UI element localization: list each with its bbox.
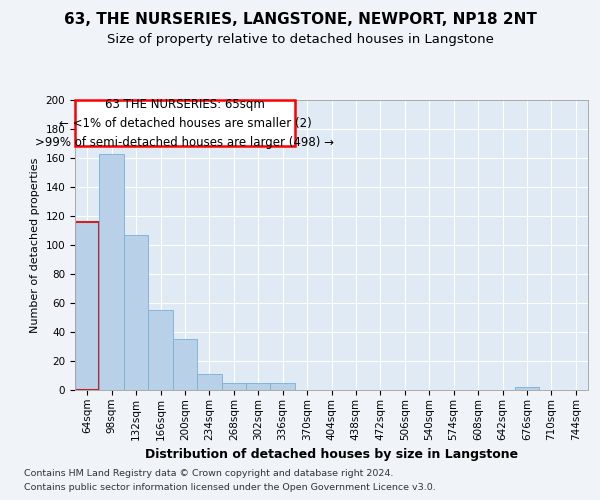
Text: Contains public sector information licensed under the Open Government Licence v3: Contains public sector information licen…	[24, 484, 436, 492]
Bar	[173, 339, 197, 390]
Bar	[75, 222, 100, 390]
Bar	[246, 383, 271, 390]
Text: 63, THE NURSERIES, LANGSTONE, NEWPORT, NP18 2NT: 63, THE NURSERIES, LANGSTONE, NEWPORT, N…	[64, 12, 536, 28]
FancyBboxPatch shape	[75, 100, 295, 146]
Y-axis label: Number of detached properties: Number of detached properties	[30, 158, 40, 332]
Text: Contains HM Land Registry data © Crown copyright and database right 2024.: Contains HM Land Registry data © Crown c…	[24, 468, 394, 477]
Bar	[271, 383, 295, 390]
Bar	[515, 387, 539, 390]
Text: 63 THE NURSERIES: 65sqm
← <1% of detached houses are smaller (2)
>99% of semi-de: 63 THE NURSERIES: 65sqm ← <1% of detache…	[35, 98, 334, 148]
Text: Size of property relative to detached houses in Langstone: Size of property relative to detached ho…	[107, 32, 493, 46]
Bar	[197, 374, 221, 390]
Bar	[221, 383, 246, 390]
X-axis label: Distribution of detached houses by size in Langstone: Distribution of detached houses by size …	[145, 448, 518, 461]
Bar	[124, 235, 148, 390]
Bar	[100, 154, 124, 390]
Bar	[148, 310, 173, 390]
